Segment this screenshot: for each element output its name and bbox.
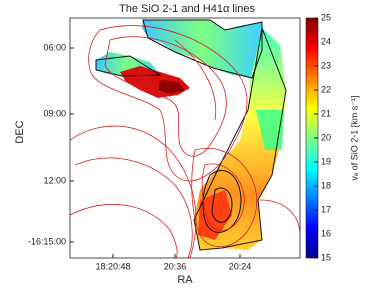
x-tick-label: 18:20:48 <box>95 261 130 271</box>
colorbar-tick-label: 21 <box>321 108 331 118</box>
y-tick-label: -16:15:00 <box>28 236 66 246</box>
colorbar-tick-label: 23 <box>321 60 331 70</box>
colorbar-tick-label: 24 <box>321 36 331 46</box>
image <box>70 19 300 258</box>
colorbar-label: vₑ of SiO 2-1 [km s⁻¹] <box>349 95 359 180</box>
x-tick-label: 20:36 <box>164 261 187 271</box>
colorbar-tick-label: 18 <box>321 180 331 190</box>
y-tick-label: 12:00 <box>43 175 66 185</box>
x-tick-label: 20:24 <box>229 261 252 271</box>
y-axis-label: DEC <box>14 120 26 143</box>
y-tick-label: 06:00 <box>43 42 66 52</box>
colorbar-tick-label: 17 <box>321 204 331 214</box>
x-axis-label: RA <box>177 274 193 286</box>
chart-title: The SiO 2-1 and H41α lines <box>119 3 255 15</box>
y-tick-label: 09:00 <box>43 108 66 118</box>
plot-frame <box>69 17 301 259</box>
colorbar-tick-label: 25 <box>321 12 331 22</box>
colorbar-tick-label: 16 <box>321 228 331 238</box>
colorbar-tick-label: 20 <box>321 132 331 142</box>
colorbar-tick-label: 19 <box>321 156 331 166</box>
colorbar-tick-label: 15 <box>321 252 331 262</box>
colorbar-tick-label: 22 <box>321 84 331 94</box>
